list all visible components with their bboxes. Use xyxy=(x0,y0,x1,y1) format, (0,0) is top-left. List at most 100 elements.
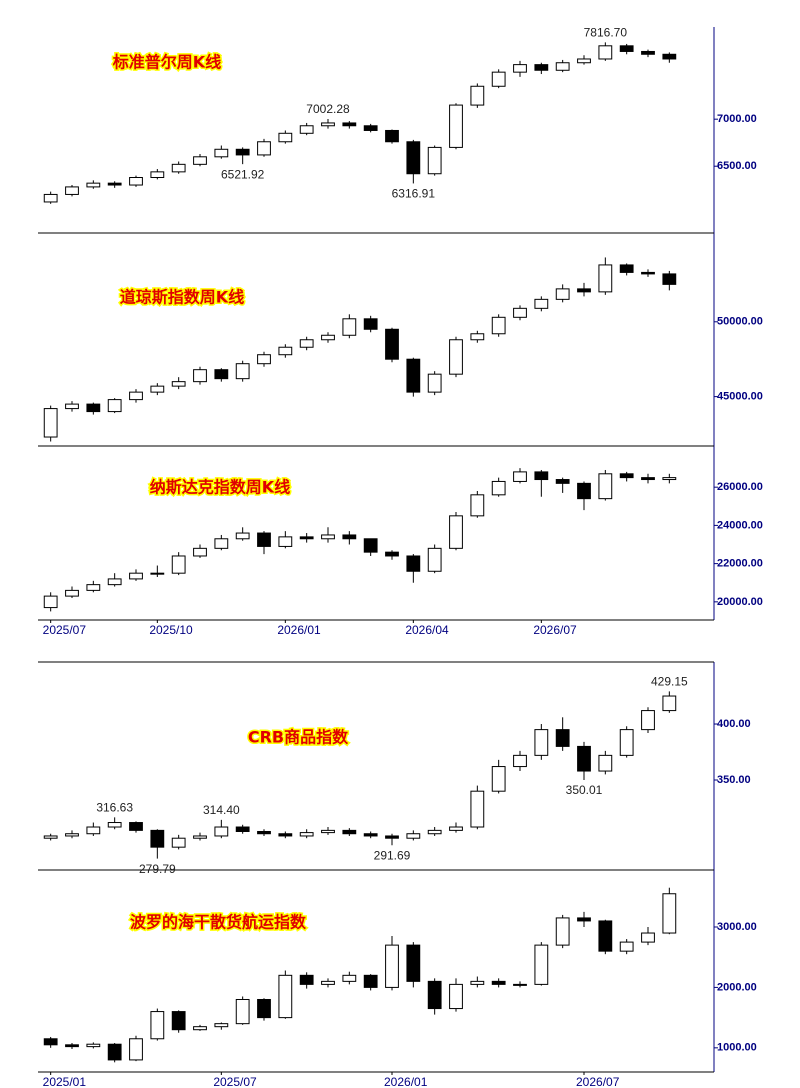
low-label: 6316.91 xyxy=(392,187,436,201)
candle-body xyxy=(107,399,122,413)
candle-body xyxy=(555,729,570,747)
candle-body xyxy=(43,1038,58,1046)
candle-body xyxy=(534,944,549,985)
low-label: 291.69 xyxy=(374,848,411,862)
candle-body xyxy=(513,471,527,482)
candle-body xyxy=(406,141,421,175)
candle-body xyxy=(427,146,442,175)
candle-body xyxy=(619,264,634,273)
candle-body xyxy=(513,307,527,318)
candle-body xyxy=(65,186,79,195)
candle-body xyxy=(449,104,463,148)
candle-body xyxy=(299,339,314,348)
candle-body xyxy=(171,555,186,574)
candle-body xyxy=(662,695,677,712)
candle-body xyxy=(129,1038,143,1061)
candle-body xyxy=(171,837,186,848)
candle-body xyxy=(427,547,442,572)
candle-body xyxy=(491,316,506,335)
candle-body xyxy=(278,346,293,356)
panel-title: 标准普尔周K线 xyxy=(112,53,221,72)
candle-body xyxy=(321,334,335,341)
candle-body xyxy=(619,941,634,952)
candle-body xyxy=(555,479,570,484)
candle-body xyxy=(470,333,485,341)
candle-body xyxy=(86,1043,101,1048)
candle-body xyxy=(491,480,506,496)
candle-body xyxy=(385,328,399,360)
candle-body xyxy=(534,729,549,756)
candle-body xyxy=(107,822,122,828)
y-tick-label: 400.00 xyxy=(717,718,751,730)
candle-body xyxy=(299,974,314,985)
candle-body xyxy=(363,125,378,131)
candle-body xyxy=(214,369,229,380)
y-tick-label: 350.00 xyxy=(717,774,751,786)
panel-title: 波罗的海干散货航运指数 xyxy=(130,913,307,932)
y-tick-label: 26000.00 xyxy=(717,481,763,493)
x-tick-label: 2025/10 xyxy=(149,623,193,637)
candle-body xyxy=(363,538,378,553)
candle-body xyxy=(171,381,186,387)
candle-body xyxy=(470,85,485,106)
candle-body xyxy=(193,547,207,557)
candle-body xyxy=(235,532,250,540)
candle-body xyxy=(129,572,143,580)
y-tick-label: 6500.00 xyxy=(717,160,757,172)
candle-body xyxy=(577,482,591,500)
candle-body xyxy=(598,264,613,293)
candle-body xyxy=(619,45,634,52)
y-tick-label: 3000.00 xyxy=(717,921,757,933)
x-tick-label: 2025/07 xyxy=(43,623,87,637)
candle-body xyxy=(65,833,79,837)
candle-body xyxy=(513,983,527,986)
candle-body xyxy=(193,156,207,165)
candle-body xyxy=(641,477,655,481)
candle-body xyxy=(214,538,229,549)
candle-body xyxy=(363,974,378,988)
candle-body xyxy=(363,833,378,837)
candle-body xyxy=(406,833,421,839)
candle-body xyxy=(577,745,591,772)
candle-body xyxy=(513,64,527,73)
candle-body xyxy=(86,584,101,591)
candle-body xyxy=(427,829,442,835)
candle-body xyxy=(150,385,165,393)
candle-body xyxy=(534,298,549,309)
candle-body xyxy=(278,132,293,143)
candle-body xyxy=(65,403,79,410)
candle-body xyxy=(235,998,250,1025)
candle-body xyxy=(65,589,79,597)
candle-body xyxy=(107,578,122,586)
candle-body xyxy=(385,944,399,988)
candle-body xyxy=(257,998,271,1019)
candle-body xyxy=(385,129,399,143)
y-tick-label: 45000.00 xyxy=(717,391,763,403)
candle-body xyxy=(235,826,250,832)
candle-body xyxy=(598,45,613,60)
y-tick-label: 1000.00 xyxy=(717,1042,757,1054)
candle-body xyxy=(534,64,549,71)
candle-body xyxy=(214,148,229,158)
candle-body xyxy=(129,822,143,831)
candle-body xyxy=(257,830,271,835)
candle-body xyxy=(363,318,378,330)
panel-title: 道琼斯指数周K线 xyxy=(120,288,244,307)
candle-body xyxy=(342,122,357,127)
candle-body xyxy=(641,271,655,275)
candle-body xyxy=(449,826,463,831)
candle-body xyxy=(427,373,442,393)
candle-body xyxy=(150,171,165,179)
candle-body xyxy=(491,71,506,87)
candle-body xyxy=(555,917,570,946)
candle-body xyxy=(513,754,527,768)
candle-body xyxy=(193,1026,207,1031)
candle-body xyxy=(299,536,314,540)
high-label: 316.63 xyxy=(96,801,133,815)
y-tick-label: 2000.00 xyxy=(717,981,757,993)
panel-title: 纳斯达克指数周K线 xyxy=(150,478,290,497)
candle-body xyxy=(385,551,399,557)
candle-body xyxy=(342,829,357,835)
